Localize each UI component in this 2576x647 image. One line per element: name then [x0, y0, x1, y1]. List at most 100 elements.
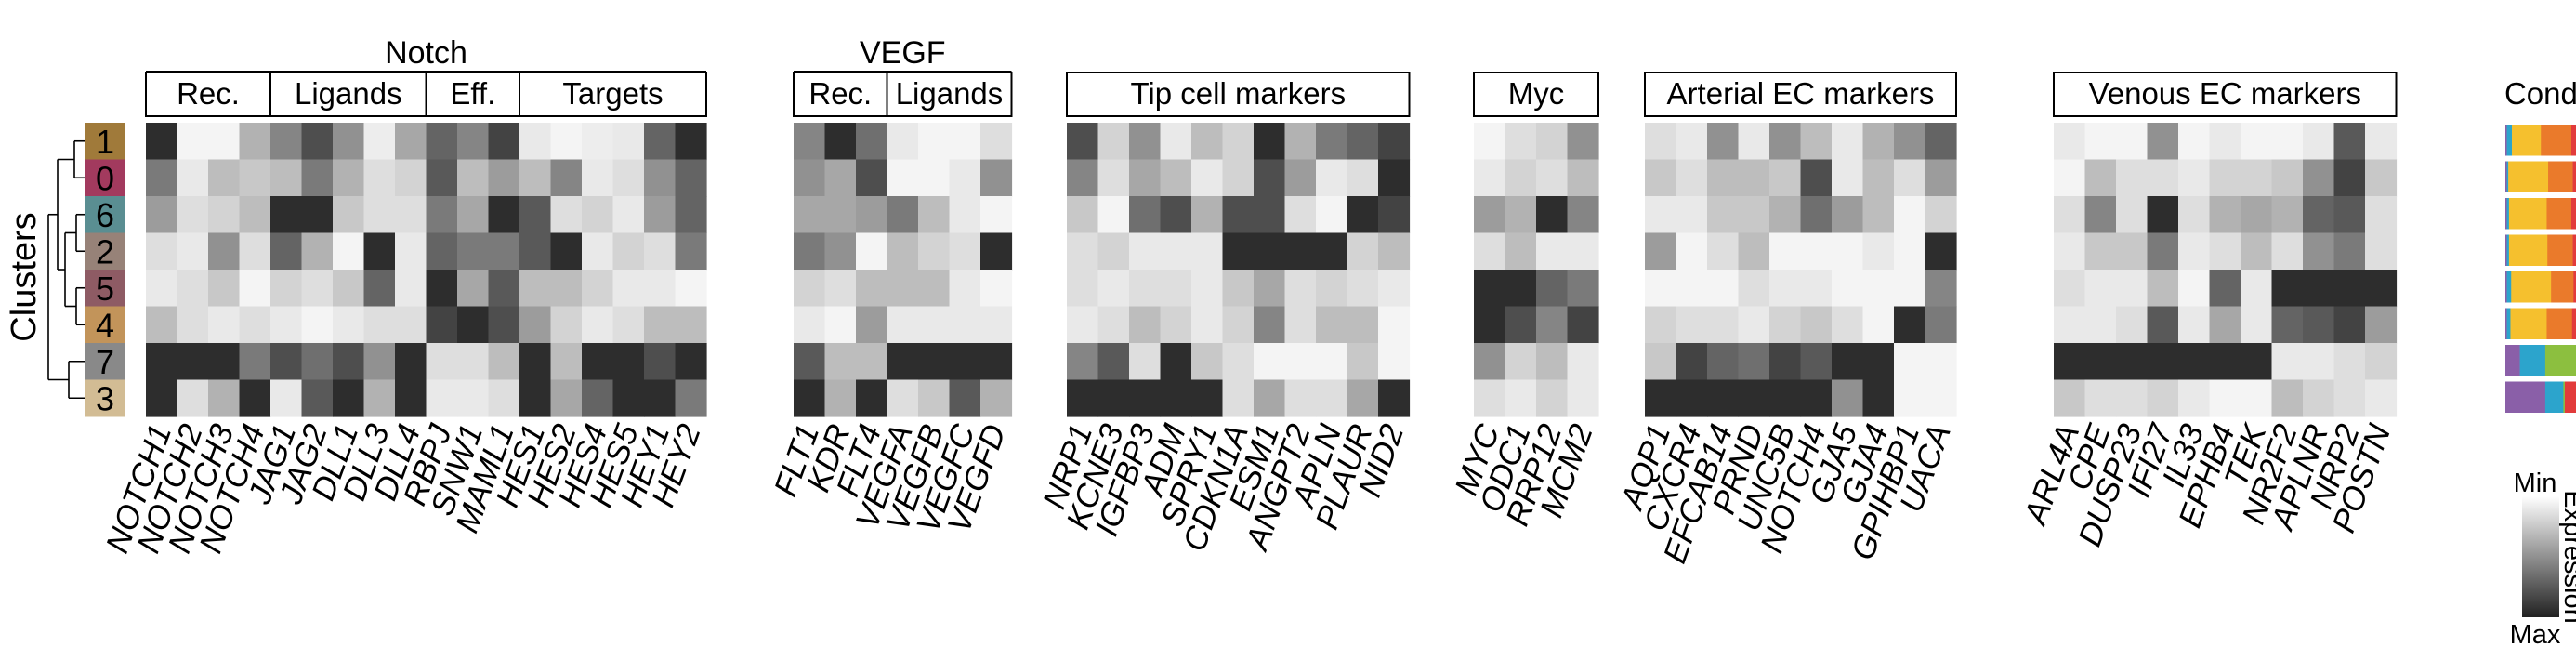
heatmap-cell — [1378, 306, 1411, 344]
heatmap-cell — [2303, 232, 2335, 271]
condition-segment — [2570, 198, 2576, 230]
heatmap-cell — [301, 343, 334, 381]
condition-segment — [2546, 308, 2573, 339]
heatmap-cell — [2333, 159, 2366, 197]
heatmap-cell — [675, 379, 707, 417]
heatmap-cell — [1769, 159, 1802, 197]
heatmap-cell — [1800, 306, 1833, 344]
heatmap-cell — [1129, 306, 1162, 344]
heatmap-cell — [1676, 123, 1708, 161]
subgroup-title: Tip cell markers — [1130, 76, 1346, 111]
heatmap-cell — [333, 306, 365, 344]
heatmap-cell — [1567, 306, 1599, 344]
heatmap-cell — [363, 123, 396, 161]
heatmap-cell — [856, 123, 888, 161]
heatmap-cell — [1316, 343, 1348, 381]
condition-segment — [2544, 345, 2576, 376]
heatmap-cell — [824, 232, 857, 271]
heatmap-cell — [1894, 196, 1926, 234]
heatmap-cell — [1505, 123, 1537, 161]
heatmap-cell — [1067, 159, 1099, 197]
cluster-color-swatch — [85, 123, 125, 160]
heatmap-cell — [612, 270, 645, 308]
heatmap-cell — [146, 232, 178, 271]
heatmap-cell — [1738, 379, 1770, 417]
heatmap-cell — [1222, 306, 1255, 344]
condition-segment — [2505, 198, 2507, 230]
heatmap-cell — [2116, 379, 2149, 417]
heatmap-cell — [856, 232, 888, 271]
heatmap-cell — [824, 123, 857, 161]
heatmap-cell — [675, 232, 707, 271]
heatmap-cell — [2365, 232, 2398, 271]
heatmap-cell — [1645, 270, 1677, 308]
heatmap-cell — [395, 270, 427, 308]
subgroup-box — [886, 72, 1013, 117]
heatmap-cell — [2178, 232, 2211, 271]
heatmap-cell — [270, 306, 303, 344]
heatmap-cell — [2209, 123, 2241, 161]
heatmap-cell — [918, 343, 951, 381]
heatmap-cell — [333, 379, 365, 417]
heatmap-cell — [1191, 232, 1224, 271]
heatmap-cell — [1097, 306, 1130, 344]
condition-segment — [2571, 308, 2576, 339]
heatmap-cell — [2241, 343, 2273, 381]
heatmap-cell — [1316, 196, 1348, 234]
heatmap-cell — [208, 270, 241, 308]
condition-segment — [2506, 308, 2511, 339]
heatmap-cell — [2365, 343, 2398, 381]
heatmap-cell — [1191, 270, 1224, 308]
heatmap-cell — [519, 232, 552, 271]
condition-segment — [2505, 234, 2507, 266]
condition-segment — [2505, 308, 2507, 339]
heatmap-cell — [2333, 196, 2366, 234]
heatmap-cell — [1160, 343, 1192, 381]
heatmap-cell — [239, 196, 271, 234]
heatmap-cell — [1676, 379, 1708, 417]
heatmap-cell — [301, 306, 334, 344]
heatmap-cell — [1925, 270, 1957, 308]
heatmap-cell — [270, 270, 303, 308]
heatmap-cell — [1284, 343, 1317, 381]
heatmap-cell — [1832, 306, 1864, 344]
heatmap-cell — [2178, 379, 2211, 417]
condition-segment — [2512, 125, 2542, 156]
heatmap-cell — [550, 232, 583, 271]
condition-segment — [2547, 234, 2573, 266]
heatmap-cell — [1925, 123, 1957, 161]
heatmap-cell — [519, 123, 552, 161]
heatmap-cell — [363, 159, 396, 197]
heatmap-cell — [208, 196, 241, 234]
heatmap-cell — [1505, 159, 1537, 197]
heatmap-cell — [1191, 123, 1224, 161]
heatmap-cell — [1316, 123, 1348, 161]
heatmap-cell — [1894, 343, 1926, 381]
heatmap-cell — [301, 159, 334, 197]
heatmap-cell — [1347, 379, 1379, 417]
heatmap-cell — [177, 306, 209, 344]
heatmap-cell — [1800, 270, 1833, 308]
heatmap-cell — [1378, 343, 1411, 381]
heatmap-cell — [1160, 270, 1192, 308]
heatmap-cell — [2365, 123, 2398, 161]
heatmap-cell — [363, 196, 396, 234]
heatmap-cell — [2303, 343, 2335, 381]
heatmap-cell — [1097, 343, 1130, 381]
heatmap-cell — [146, 270, 178, 308]
heatmap-cell — [2333, 343, 2366, 381]
heatmap-cell — [457, 379, 490, 417]
heatmap-cell — [2365, 379, 2398, 417]
heatmap-cell — [457, 343, 490, 381]
heatmap-cell — [426, 270, 458, 308]
cluster-id-label: 5 — [96, 270, 114, 308]
heatmap-cell — [2209, 232, 2241, 271]
heatmap-cell — [2365, 159, 2398, 197]
heatmap-cell — [644, 196, 677, 234]
heatmap-cell — [1567, 270, 1599, 308]
heatmap-cell — [550, 270, 583, 308]
heatmap-cell — [1800, 196, 1833, 234]
heatmap-cell — [1567, 343, 1599, 381]
heatmap-cell — [1832, 159, 1864, 197]
y-axis-title: Clusters — [5, 212, 44, 341]
